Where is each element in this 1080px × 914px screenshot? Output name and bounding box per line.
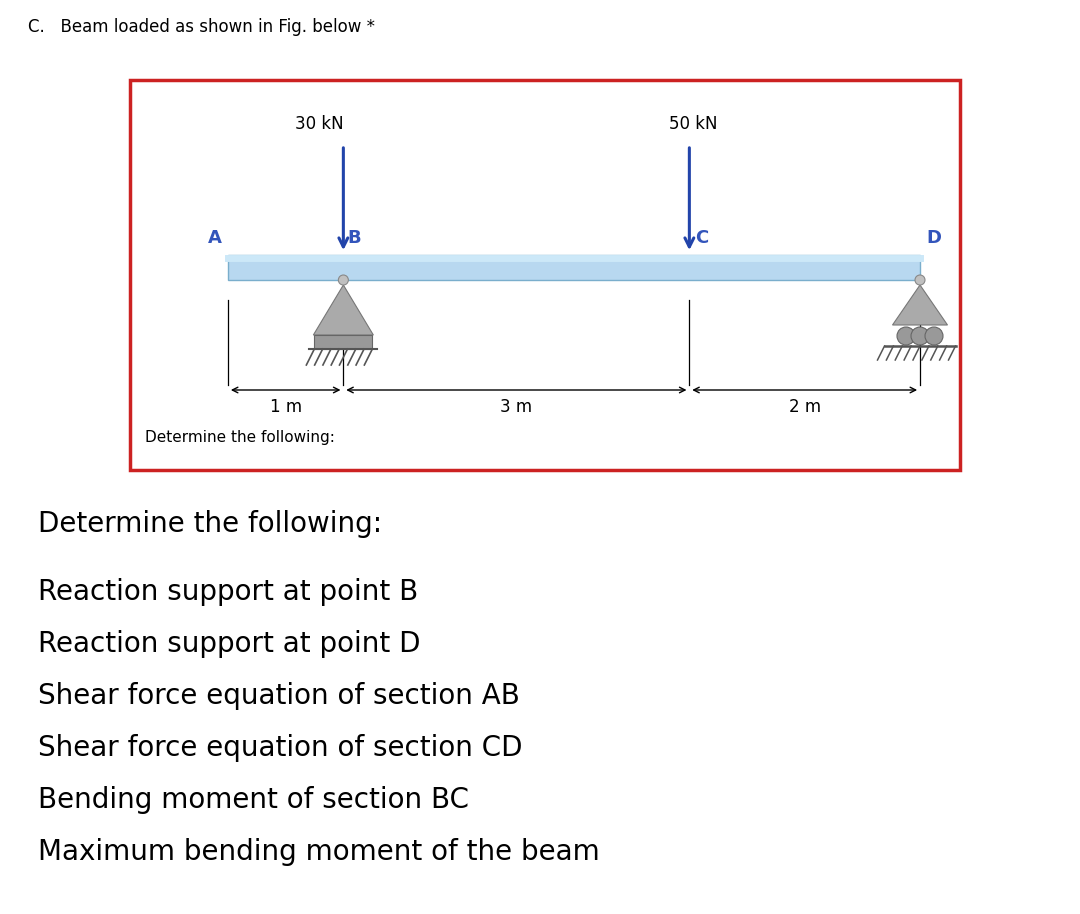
Text: Maximum bending moment of the beam: Maximum bending moment of the beam [38,838,599,866]
Polygon shape [892,285,947,325]
Text: 3 m: 3 m [500,398,532,416]
Text: Reaction support at point B: Reaction support at point B [38,578,418,606]
Text: A: A [208,229,222,247]
Circle shape [924,327,943,345]
Circle shape [912,327,929,345]
Text: 30 kN: 30 kN [295,115,345,133]
Circle shape [338,275,349,285]
Text: 1 m: 1 m [270,398,301,416]
Text: Shear force equation of section AB: Shear force equation of section AB [38,682,519,710]
Circle shape [915,275,924,285]
Text: Shear force equation of section CD: Shear force equation of section CD [38,734,523,762]
Circle shape [897,327,915,345]
Polygon shape [313,285,374,335]
Bar [228,255,920,280]
Text: Determine the following:: Determine the following: [38,510,382,538]
Text: 50 kN: 50 kN [670,115,718,133]
Text: Bending moment of section BC: Bending moment of section BC [38,786,469,814]
Text: C.   Beam loaded as shown in Fig. below *: C. Beam loaded as shown in Fig. below * [28,18,375,36]
Text: 2 m: 2 m [788,398,821,416]
Text: Reaction support at point D: Reaction support at point D [38,630,420,658]
Text: B: B [348,229,361,247]
Text: D: D [926,229,941,247]
Bar [130,80,960,470]
Text: C: C [696,229,708,247]
Bar [314,335,373,349]
Text: Determine the following:: Determine the following: [145,430,335,445]
